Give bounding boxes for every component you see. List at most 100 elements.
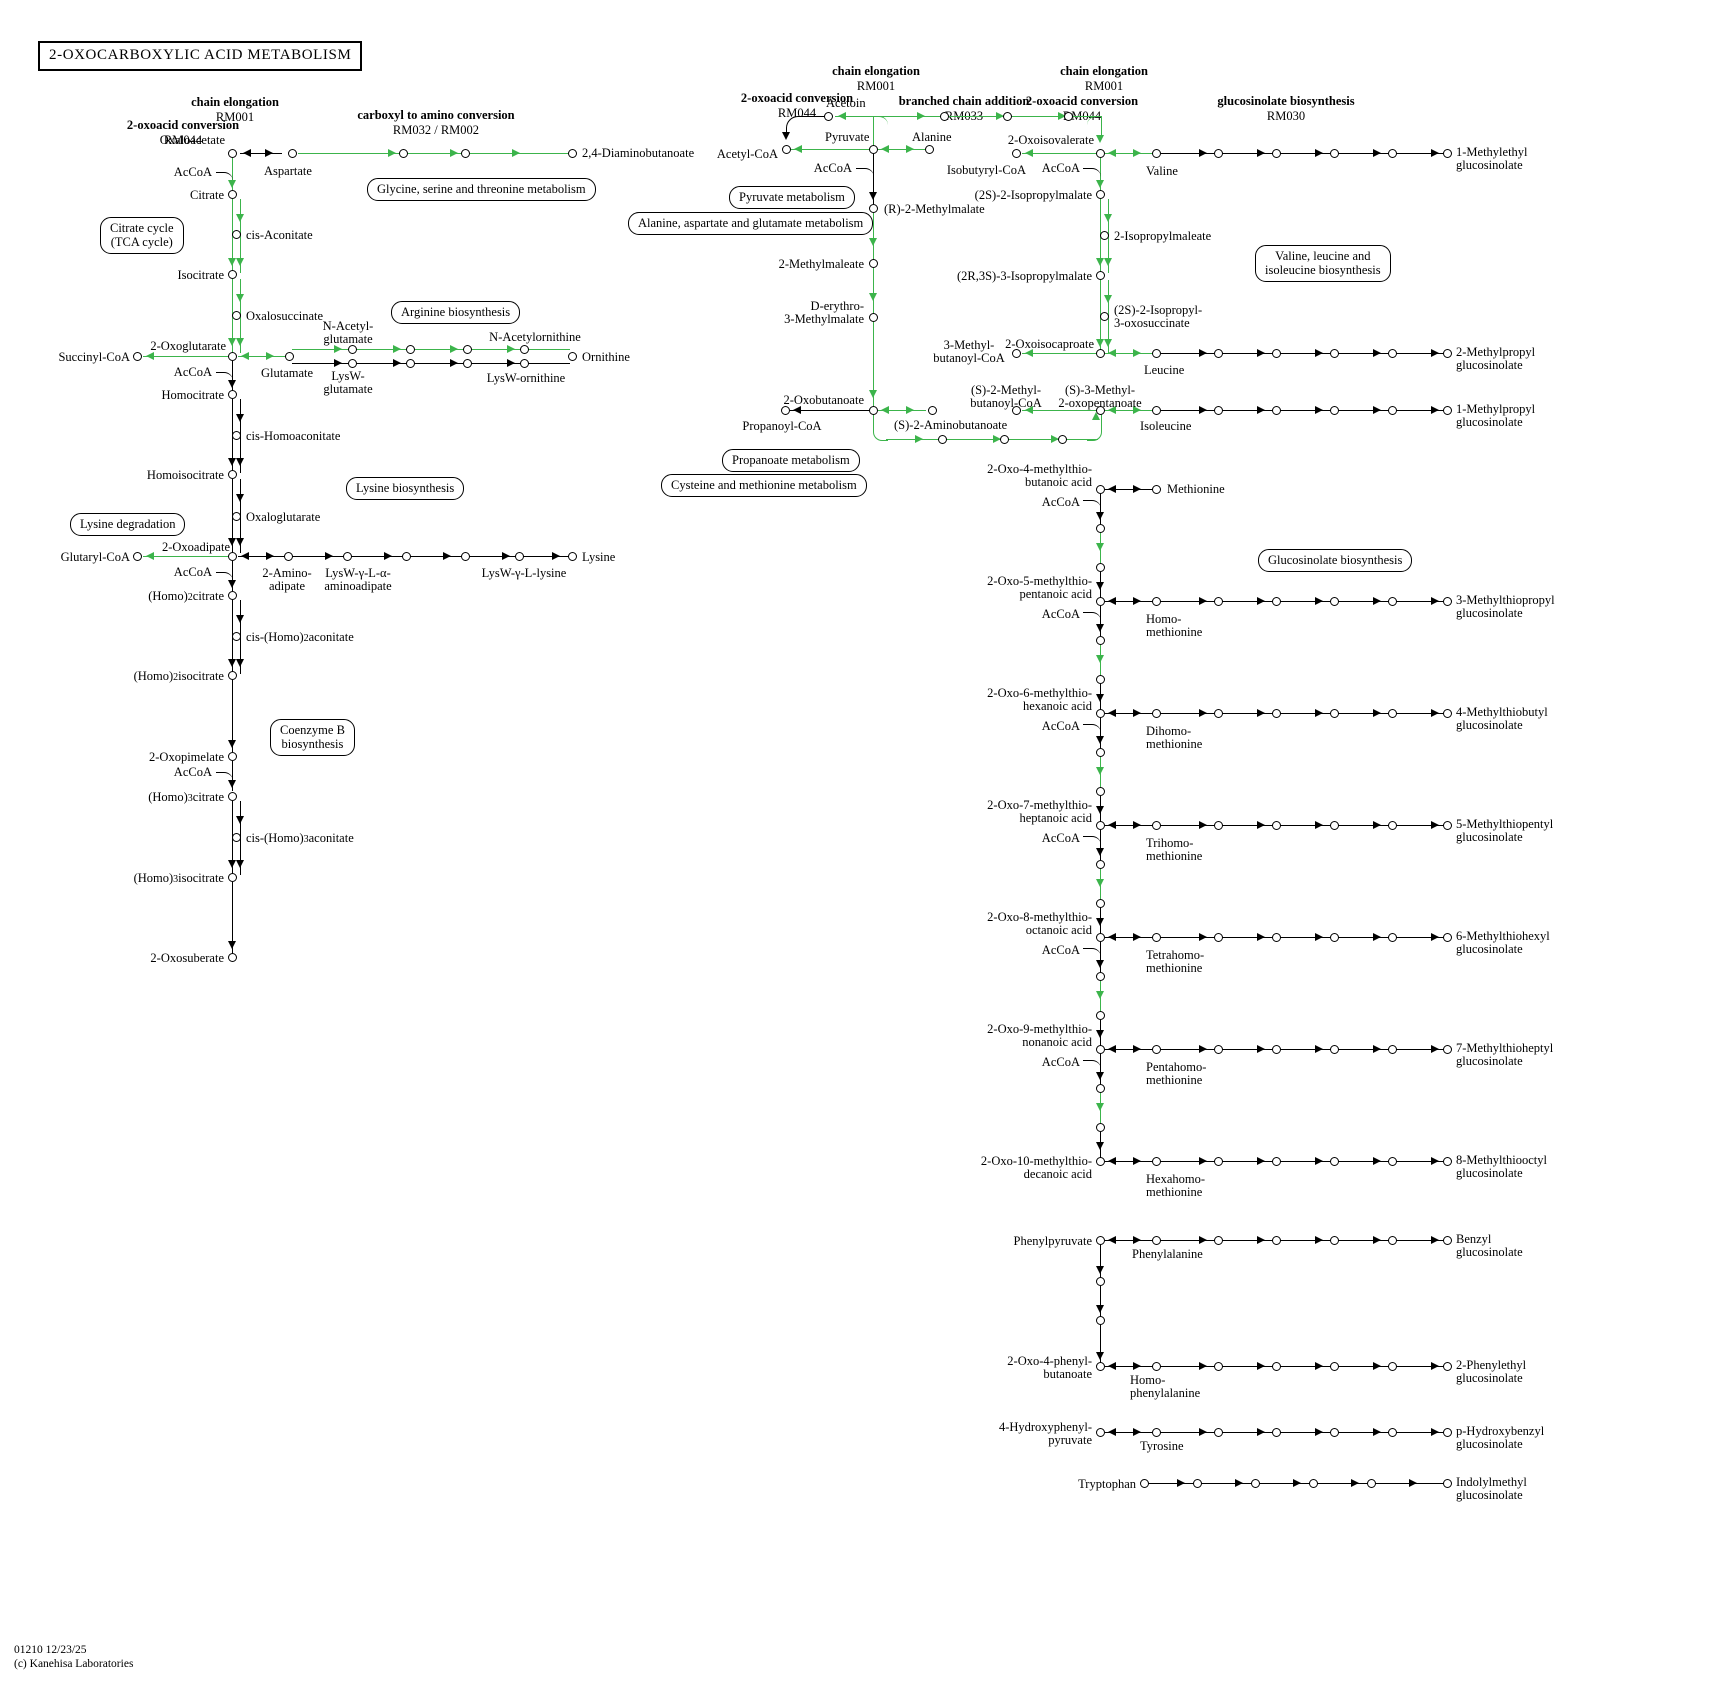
compound-node-alanine[interactable]	[925, 145, 934, 154]
compound-node[interactable]	[1388, 1428, 1397, 1437]
compound-node-acetyl-coa[interactable]	[782, 145, 791, 154]
compound-node[interactable]	[1272, 349, 1281, 358]
pathway-link-alanine-aspartate-glutamate[interactable]: Alanine, aspartate and glutamate metabol…	[628, 212, 874, 235]
compound-node[interactable]	[1330, 1045, 1339, 1054]
compound-node-acetoin[interactable]	[824, 112, 833, 121]
compound-node-2s-2-isopropyl-3-oxosuccinate[interactable]	[1100, 312, 1109, 321]
pathway-link-citrate-cycle[interactable]: Citrate cycle (TCA cycle)	[100, 217, 184, 254]
compound-node-2r3s-3-isopropylmalate[interactable]	[1096, 271, 1105, 280]
compound-node[interactable]	[1096, 675, 1105, 684]
compound-node-homo3isocitrate[interactable]	[228, 873, 237, 882]
compound-node[interactable]	[1272, 1045, 1281, 1054]
compound-node-2-oxo-4-methylthio-butanoic-acid[interactable]	[1096, 485, 1105, 494]
compound-node-2-oxo-7-methylthio-heptanoic-acid[interactable]	[1096, 821, 1105, 830]
compound-node[interactable]	[1330, 1157, 1339, 1166]
compound-node-propanoyl-coa[interactable]	[781, 406, 790, 415]
compound-node[interactable]	[1272, 149, 1281, 158]
compound-node-isocitrate[interactable]	[228, 270, 237, 279]
compound-node-pyruvate[interactable]	[869, 145, 878, 154]
compound-node-2-oxo-9-methylthio-nonanoic-acid[interactable]	[1096, 1045, 1105, 1054]
compound-node[interactable]	[1214, 1236, 1223, 1245]
compound-node[interactable]	[1000, 435, 1009, 444]
compound-node[interactable]	[463, 345, 472, 354]
pathway-link-lysine-biosynthesis[interactable]: Lysine biosynthesis	[346, 477, 465, 500]
compound-node[interactable]	[1367, 1479, 1376, 1488]
compound-node-homo2isocitrate[interactable]	[228, 671, 237, 680]
compound-node-valine[interactable]	[1152, 149, 1161, 158]
compound-node[interactable]	[461, 552, 470, 561]
compound-node-2-oxobutanoate[interactable]	[869, 406, 878, 415]
compound-node[interactable]	[1214, 406, 1223, 415]
compound-node[interactable]	[1388, 933, 1397, 942]
compound-node[interactable]	[1096, 1011, 1105, 1020]
compound-node-oxalosuccinate[interactable]	[232, 311, 241, 320]
compound-node-4-methylthiobutyl-glucosinolate[interactable]	[1443, 709, 1452, 718]
compound-node-citrate[interactable]	[228, 190, 237, 199]
compound-node[interactable]	[1330, 1362, 1339, 1371]
compound-node-8-methylthiooctyl-glucosinolate[interactable]	[1443, 1157, 1452, 1166]
pathway-link-propanoate-metabolism[interactable]: Propanoate metabolism	[722, 449, 860, 472]
compound-node-s-2-methylbutanoyl-coa[interactable]	[1012, 406, 1021, 415]
compound-node-2-oxoadipate[interactable]	[228, 552, 237, 561]
compound-node[interactable]	[1096, 972, 1105, 981]
compound-node[interactable]	[1272, 1157, 1281, 1166]
compound-node[interactable]	[406, 345, 415, 354]
compound-node-homocitrate[interactable]	[228, 390, 237, 399]
compound-node[interactable]	[1214, 1045, 1223, 1054]
compound-node-pentahomo-methionine[interactable]	[1152, 1045, 1161, 1054]
compound-node[interactable]	[1388, 597, 1397, 606]
compound-node[interactable]	[1272, 709, 1281, 718]
compound-node[interactable]	[1272, 597, 1281, 606]
compound-node[interactable]	[1330, 597, 1339, 606]
compound-node[interactable]	[1330, 1236, 1339, 1245]
compound-node-2-oxo-5-methylthio-pentanoic-acid[interactable]	[1096, 597, 1105, 606]
compound-node[interactable]	[1388, 1362, 1397, 1371]
compound-node-s-2-aminobutanoate[interactable]	[928, 406, 937, 415]
compound-node-oxaloacetate[interactable]	[228, 149, 237, 158]
compound-node-2-oxoisovalerate[interactable]	[1096, 149, 1105, 158]
compound-node-3-methylbutanoyl-coa[interactable]	[1012, 349, 1021, 358]
compound-node[interactable]	[1309, 1479, 1318, 1488]
compound-node[interactable]	[938, 435, 947, 444]
compound-node[interactable]	[1272, 1236, 1281, 1245]
compound-node[interactable]	[1272, 1362, 1281, 1371]
compound-node[interactable]	[1003, 112, 1012, 121]
compound-node-tetrahomo-methionine[interactable]	[1152, 933, 1161, 942]
compound-node-2-phenylethyl-glucosinolate[interactable]	[1443, 1362, 1452, 1371]
compound-node-2-oxo-8-methylthio-octanoic-acid[interactable]	[1096, 933, 1105, 942]
pathway-link-cysteine-methionine[interactable]: Cysteine and methionine metabolism	[661, 474, 867, 497]
compound-node-5-methylthiopentyl-glucosinolate[interactable]	[1443, 821, 1452, 830]
compound-node[interactable]	[1330, 821, 1339, 830]
compound-node-2-oxopimelate[interactable]	[228, 752, 237, 761]
compound-node-dihomo-methionine[interactable]	[1152, 709, 1161, 718]
compound-node[interactable]	[1272, 406, 1281, 415]
compound-node[interactable]	[1272, 1428, 1281, 1437]
compound-node-isoleucine[interactable]	[1152, 406, 1161, 415]
compound-node[interactable]	[1214, 933, 1223, 942]
compound-node-leucine[interactable]	[1152, 349, 1161, 358]
compound-node[interactable]	[1096, 524, 1105, 533]
compound-node-glutamate[interactable]	[285, 352, 294, 361]
compound-node-d-erythro-3-methylmalate[interactable]	[869, 313, 878, 322]
compound-node-homo2citrate[interactable]	[228, 591, 237, 600]
compound-node[interactable]	[1096, 1123, 1105, 1132]
compound-node-2-isopropylmaleate[interactable]	[1100, 231, 1109, 240]
compound-node-n-acetylornithine[interactable]	[520, 345, 529, 354]
pathway-link-pyruvate-metabolism[interactable]: Pyruvate metabolism	[729, 186, 855, 209]
compound-node[interactable]	[1214, 149, 1223, 158]
compound-node[interactable]	[940, 112, 949, 121]
compound-node-lysw-glutamate[interactable]	[348, 359, 357, 368]
compound-node-4-hydroxyphenyl-pyruvate[interactable]	[1096, 1428, 1105, 1437]
compound-node-phenylpyruvate[interactable]	[1096, 1236, 1105, 1245]
pathway-link-valine-leucine-isoleucine[interactable]: Valine, leucine and isoleucine biosynthe…	[1255, 245, 1391, 282]
pathway-link-glucosinolate-biosynthesis[interactable]: Glucosinolate biosynthesis	[1258, 549, 1413, 572]
compound-node[interactable]	[1272, 821, 1281, 830]
compound-node-lysine[interactable]	[568, 552, 577, 561]
compound-node[interactable]	[1096, 748, 1105, 757]
compound-node-homo3citrate[interactable]	[228, 792, 237, 801]
compound-node-cis-homo3aconitate[interactable]	[232, 833, 241, 842]
pathway-link-arginine-biosynthesis[interactable]: Arginine biosynthesis	[391, 301, 521, 324]
compound-node[interactable]	[1214, 1362, 1223, 1371]
compound-node-oxaloglutarate[interactable]	[232, 512, 241, 521]
compound-node-2-oxoisocaproate[interactable]	[1096, 349, 1105, 358]
